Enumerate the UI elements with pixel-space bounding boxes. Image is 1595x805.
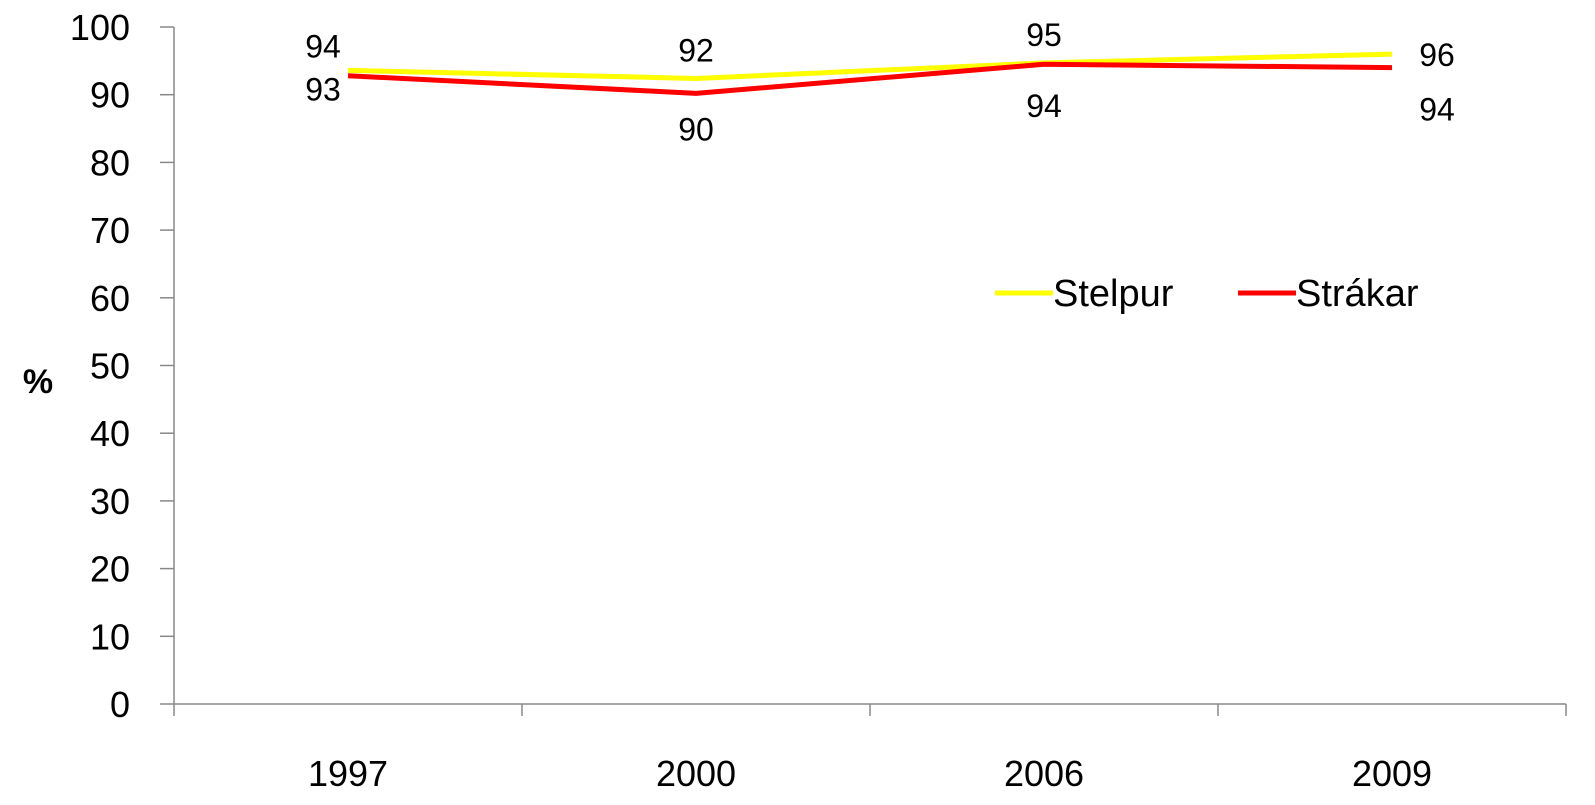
series-line-strakar xyxy=(347,61,1393,96)
series-lines xyxy=(347,51,1393,96)
legend-label: Strákar xyxy=(1296,273,1419,315)
data-label: 93 xyxy=(305,72,341,108)
y-tick-label: 80 xyxy=(90,142,130,183)
series-line-stelpur xyxy=(347,51,1393,81)
y-tick-label: 0 xyxy=(110,684,130,725)
legend: Stelpur Strákar xyxy=(995,273,1419,315)
x-tick-label: 2000 xyxy=(656,753,736,794)
legend-label: Stelpur xyxy=(1053,273,1174,315)
data-label: 95 xyxy=(1026,17,1062,53)
data-label: 92 xyxy=(678,32,714,68)
y-tick-label: 30 xyxy=(90,481,130,522)
y-tick-label: 60 xyxy=(90,278,130,319)
y-tick-label: 10 xyxy=(90,616,130,657)
data-label: 96 xyxy=(1419,37,1455,73)
y-axis-ticks: 0 10 20 30 40 50 60 70 80 90 100 xyxy=(70,7,174,725)
data-label: 94 xyxy=(305,28,341,64)
y-tick-label: 20 xyxy=(90,549,130,590)
data-labels: 94 92 95 96 93 90 94 94 xyxy=(305,17,1455,147)
y-tick-label: 40 xyxy=(90,413,130,454)
y-tick-label: 90 xyxy=(90,75,130,116)
x-tick-label: 2009 xyxy=(1352,753,1432,794)
x-tick-label: 1997 xyxy=(308,753,388,794)
y-tick-label: 50 xyxy=(90,346,130,387)
axes xyxy=(173,27,1566,705)
data-label: 94 xyxy=(1419,92,1455,128)
x-tick-label: 2006 xyxy=(1004,753,1084,794)
data-label: 90 xyxy=(678,111,714,147)
x-axis-ticks: 1997 2000 2006 2009 xyxy=(173,704,1567,794)
y-tick-label: 70 xyxy=(90,210,130,251)
y-axis-label: % xyxy=(23,363,53,401)
data-label: 94 xyxy=(1026,88,1062,124)
y-tick-label: 100 xyxy=(70,7,130,48)
